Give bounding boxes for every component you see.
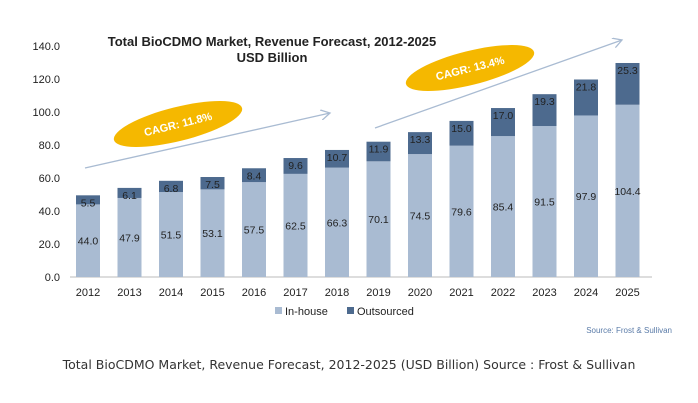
bar-inhouse [200, 189, 225, 277]
data-label: 8.4 [247, 170, 262, 182]
data-label: 47.9 [119, 232, 140, 244]
bar-inhouse [449, 145, 474, 277]
bar-inhouse [159, 192, 183, 277]
x-tick-label: 2013 [117, 287, 141, 299]
bar-outsourced [200, 177, 225, 190]
x-tick-label: 2015 [200, 287, 224, 299]
bar-inhouse [532, 126, 557, 278]
bar-outsourced [366, 141, 391, 162]
bar-outsourced [117, 187, 142, 198]
cagr-ellipse [113, 101, 243, 147]
cagr-badge: CAGR: 13.4% [405, 45, 535, 91]
bar-inhouse [408, 154, 432, 277]
cagr-ellipse [405, 45, 535, 91]
legend-swatch [275, 307, 282, 314]
data-label: 79.6 [451, 206, 472, 218]
chart-subtitle: USD Billion [237, 50, 308, 65]
data-label: 5.5 [81, 197, 96, 209]
x-tick-label: 2012 [76, 287, 100, 299]
bar-outsourced [408, 132, 432, 155]
bar-inhouse [366, 161, 391, 277]
bar-inhouse [574, 115, 598, 277]
bar-inhouse [283, 173, 308, 277]
y-tick-label: 140.0 [32, 41, 60, 53]
figure-caption: Total BioCDMO Market, Revenue Forecast, … [62, 357, 636, 372]
y-tick-label: 120.0 [32, 74, 60, 86]
data-label: 15.0 [451, 123, 472, 135]
data-label: 17.0 [493, 110, 514, 122]
bar-outsourced [283, 158, 308, 174]
trend-arrow [374, 40, 622, 129]
data-label: 85.4 [493, 202, 514, 214]
data-label: 13.3 [410, 134, 431, 146]
bar-inhouse [615, 104, 640, 278]
x-tick-label: 2019 [366, 287, 390, 299]
data-label: 91.5 [534, 197, 555, 209]
x-tick-label: 2023 [532, 287, 556, 299]
data-label: 66.3 [327, 217, 348, 229]
stacked-bar-chart: Total BioCDMO Market, Revenue Forecast, … [32, 34, 672, 335]
bar-outsourced [242, 168, 266, 183]
data-label: 57.5 [244, 225, 265, 237]
legend-swatch [347, 307, 354, 314]
data-label: 70.1 [368, 214, 389, 226]
bar-outsourced [615, 62, 640, 105]
x-tick-label: 2021 [449, 287, 473, 299]
data-label: 11.9 [369, 144, 389, 156]
data-label: 19.3 [534, 96, 555, 108]
y-tick-label: 60.0 [39, 173, 60, 185]
trend-arrow [84, 113, 330, 169]
data-label: 51.5 [161, 230, 182, 242]
bar-inhouse [76, 204, 100, 277]
bar-outsourced [76, 195, 100, 205]
y-tick-label: 20.0 [39, 239, 60, 251]
bar-outsourced [532, 94, 557, 127]
x-tick-label: 2025 [615, 287, 639, 299]
chart-title: Total BioCDMO Market, Revenue Forecast, … [108, 34, 437, 49]
data-label: 62.5 [285, 220, 306, 232]
bar-inhouse [242, 182, 266, 277]
x-tick-label: 2022 [491, 287, 515, 299]
bar-inhouse [325, 167, 349, 277]
data-label: 53.1 [202, 228, 223, 240]
data-label: 44.0 [78, 236, 99, 248]
bar-outsourced [325, 149, 349, 168]
bar-inhouse [491, 136, 515, 277]
x-tick-label: 2024 [574, 287, 598, 299]
x-tick-label: 2020 [408, 287, 432, 299]
y-tick-label: 80.0 [39, 140, 60, 152]
data-label: 9.6 [288, 160, 303, 172]
data-label: 10.7 [327, 152, 348, 164]
source-note: Source: Frost & Sullivan [586, 326, 672, 335]
data-label: 21.8 [576, 81, 597, 93]
data-label: 25.3 [617, 65, 638, 77]
x-tick-label: 2014 [159, 287, 183, 299]
data-label: 6.8 [164, 183, 179, 195]
data-label: 97.9 [576, 191, 597, 203]
y-tick-label: 0.0 [45, 272, 60, 284]
data-label: 74.5 [410, 211, 431, 223]
x-tick-label: 2018 [325, 287, 349, 299]
x-tick-label: 2016 [242, 287, 266, 299]
bar-inhouse [117, 197, 142, 277]
cagr-badge: CAGR: 11.8% [113, 101, 243, 147]
legend-label: Outsourced [357, 306, 414, 318]
bar-outsourced [159, 180, 183, 193]
x-tick-label: 2017 [283, 287, 307, 299]
data-label: 7.5 [205, 179, 220, 191]
bar-outsourced [574, 79, 598, 116]
bar-outsourced [449, 120, 474, 146]
legend-label: In-house [285, 306, 328, 318]
data-label: 6.1 [122, 190, 137, 202]
y-tick-label: 40.0 [39, 206, 60, 218]
data-label: 104.4 [614, 186, 640, 198]
y-tick-label: 100.0 [32, 107, 60, 119]
bar-outsourced [491, 108, 515, 137]
